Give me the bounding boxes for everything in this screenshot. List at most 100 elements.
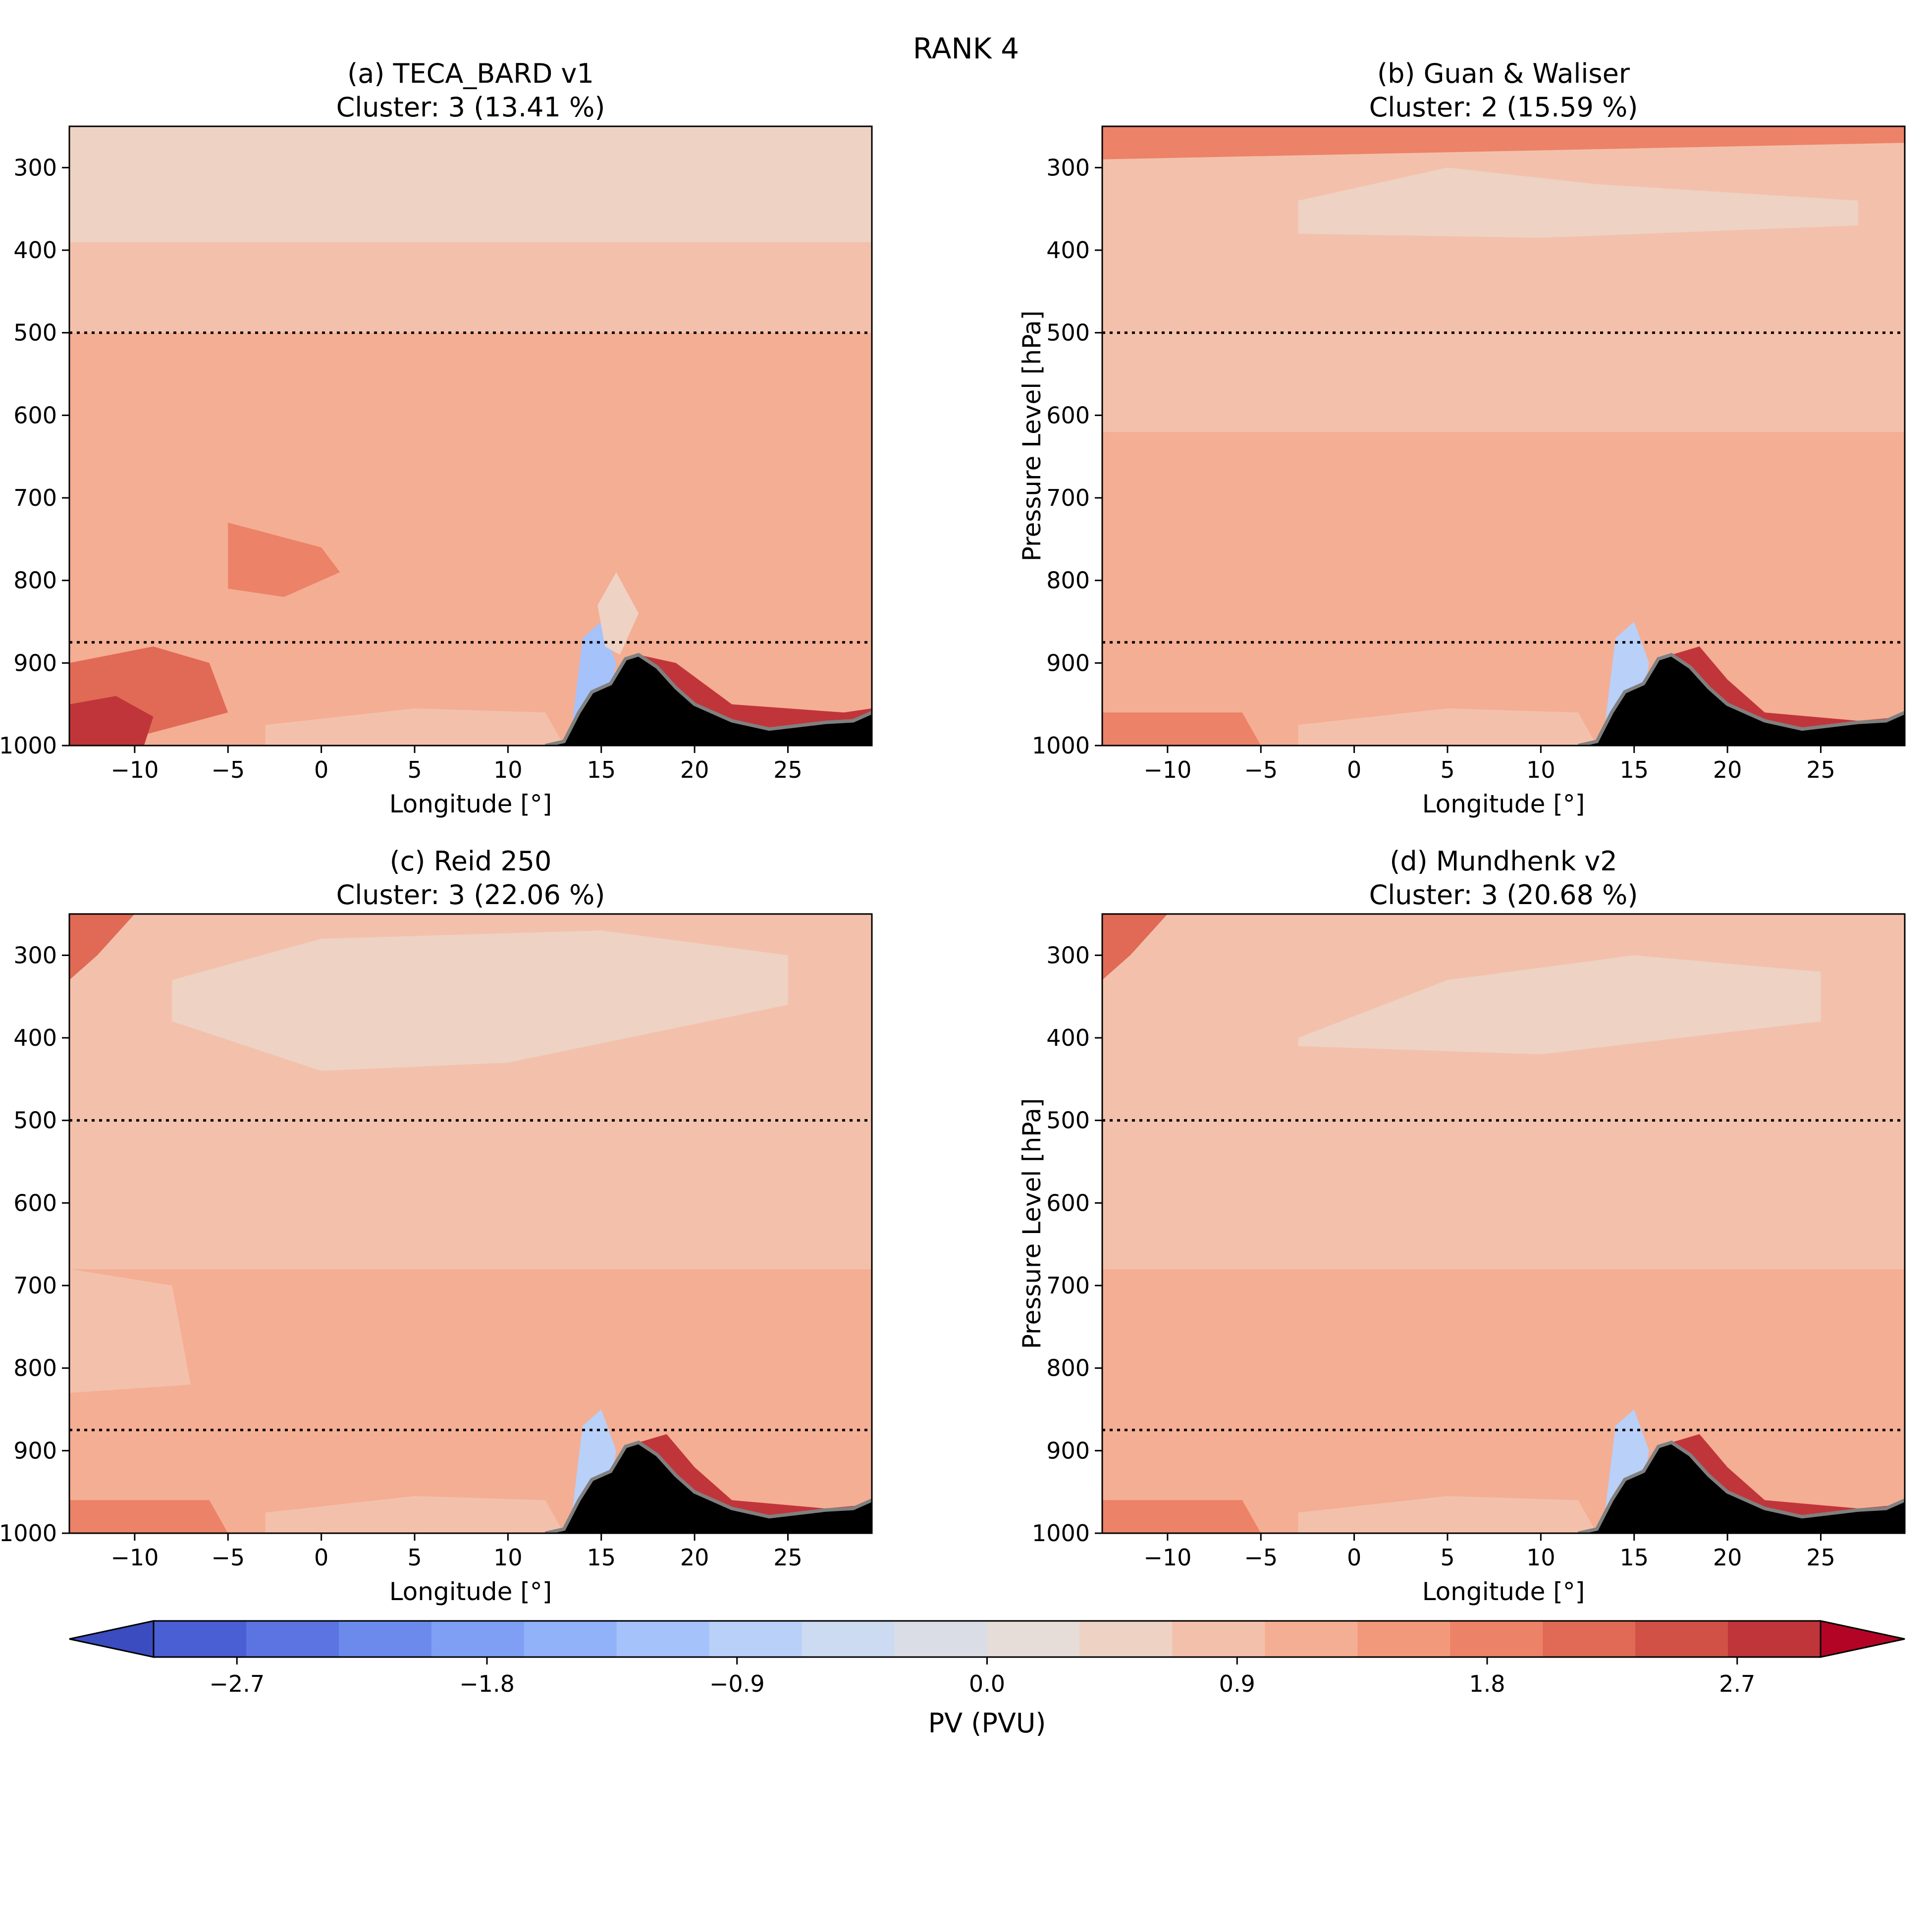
y-tick-label: 400 (13, 1024, 57, 1051)
panels: −10 −5 0 5 10 15 20 25 300 400 500 600 700 800 900 1000… (0, 58, 1906, 1606)
pv-region (1102, 712, 1261, 746)
y-tick-label: 600 (13, 402, 57, 429)
pv-region (69, 1269, 191, 1393)
y-tick-label: 800 (1046, 567, 1090, 594)
x-tick-label: 10 (493, 1544, 523, 1571)
axes-frame (1101, 125, 1906, 747)
y-tick-label: 800 (13, 567, 57, 594)
y-tick-label: 1000 (0, 732, 57, 759)
x-axis-label: Longitude [°] (1422, 1577, 1585, 1606)
y-tick-label: 900 (13, 1437, 57, 1464)
colorbar-under-arrow (69, 1620, 155, 1658)
x-tick-label: −10 (110, 1544, 159, 1571)
y-axis-label: Pressure Level [hPa] (1018, 1098, 1046, 1349)
panel-d: −10 −5 0 5 10 15 20 25 300 400 500 600 700 800 900 1000… (1018, 846, 1906, 1606)
y-tick-label: 800 (1046, 1355, 1090, 1382)
pv-region (265, 708, 564, 746)
y-tick-label: 500 (13, 1107, 57, 1134)
y-tick-label: 1000 (1032, 1520, 1090, 1547)
x-tick-label: 10 (493, 756, 523, 783)
panel-subtitle: Cluster: 2 (15.59 %) (1369, 92, 1638, 123)
x-tick-label: 25 (1806, 1544, 1835, 1571)
x-tick-label: 0 (314, 756, 328, 783)
terrain-outline (1577, 652, 1905, 746)
pv-band (1102, 914, 1905, 1269)
y-tick-label: 700 (1046, 1272, 1090, 1299)
y-tick-label: 400 (1046, 237, 1090, 264)
panel-b: −10 −5 0 5 10 15 20 25 300 400 500 600 700 800 900 1000… (1018, 58, 1906, 818)
y-tick-label: 600 (13, 1189, 57, 1216)
colorbar-tick-label: −0.9 (709, 1670, 765, 1697)
x-axis-label: Longitude [°] (1422, 790, 1585, 818)
y-tick-label: 900 (1046, 1437, 1090, 1464)
colorbar-segment (1172, 1621, 1265, 1657)
colorbar-segment (1357, 1621, 1450, 1657)
panel-subtitle: Cluster: 3 (13.41 %) (336, 92, 605, 123)
pv-region (69, 914, 135, 980)
pv-band (69, 242, 872, 333)
colorbar-tick-label: −1.8 (459, 1670, 515, 1697)
terrain (1102, 654, 1905, 746)
panel-subtitle: Cluster: 3 (22.06 %) (336, 879, 605, 911)
pv-field (1102, 914, 1905, 1533)
colorbar-over-arrow (1820, 1620, 1905, 1658)
x-tick-label: −5 (211, 1544, 245, 1571)
colorbar-segment (154, 1621, 247, 1657)
colorbar-segment (1450, 1621, 1543, 1657)
x-tick-label: 15 (1619, 756, 1649, 783)
terrain (69, 1442, 872, 1533)
colorbar-segment (246, 1621, 339, 1657)
y-tick-label: 500 (13, 320, 57, 346)
axes-frame (68, 913, 873, 1534)
x-tick-label: 20 (680, 756, 709, 783)
colorbar: −2.7 −1.8 −0.9 0.0 0.9 1.8 2.7 PV (PVU) (69, 1620, 1905, 1739)
terrain-outline (544, 1440, 872, 1533)
x-tick-label: 20 (680, 1544, 709, 1571)
panel-subtitle: Cluster: 3 (20.68 %) (1369, 879, 1638, 911)
colorbar-tick-label: 0.0 (969, 1670, 1005, 1697)
colorbar-segment (802, 1621, 895, 1657)
panel-title: (d) Mundhenk v2 (1390, 846, 1617, 877)
y-tick-label: 400 (13, 237, 57, 264)
x-tick-label: 15 (587, 1544, 616, 1571)
y-axis-label: Pressure Level [hPa] (1018, 311, 1046, 562)
colorbar-segment (338, 1621, 432, 1657)
pv-band (1102, 1269, 1905, 1533)
x-tick-label: −10 (1143, 756, 1191, 783)
y-tick-label: 700 (1046, 484, 1090, 511)
pv-region (69, 696, 154, 746)
x-tick-label: −5 (211, 756, 245, 783)
y-tick-label: 500 (1046, 320, 1090, 346)
x-tick-label: −5 (1244, 756, 1278, 783)
x-tick-label: 10 (1526, 1544, 1556, 1571)
terrain (69, 654, 872, 746)
colorbar-tick-label: 2.7 (1719, 1670, 1755, 1697)
colorbar-tick-label: −2.7 (209, 1670, 265, 1697)
x-tick-label: 25 (1806, 756, 1835, 783)
colorbar-segment (1079, 1621, 1173, 1657)
pv-region (172, 930, 788, 1071)
colorbar-segment (524, 1621, 617, 1657)
y-tick-label: 1000 (0, 1520, 57, 1547)
pv-field (69, 126, 872, 746)
pv-band (69, 1269, 872, 1533)
colorbar-tick-label: 1.8 (1469, 1670, 1505, 1697)
colorbar-segment (616, 1621, 710, 1657)
terrain-outline (1577, 1440, 1905, 1533)
colorbar-segment (1635, 1621, 1728, 1657)
y-tick-label: 500 (1046, 1107, 1090, 1134)
x-tick-label: −10 (1143, 1544, 1191, 1571)
terrain-outline (544, 652, 872, 746)
panel-c: −10 −5 0 5 10 15 20 25 300 400 500 600 700 800 900 1000… (0, 846, 873, 1606)
pv-region (597, 572, 639, 655)
x-tick-label: 5 (1440, 1544, 1454, 1571)
pv-region (1102, 1500, 1261, 1533)
panel-title: (a) TECA_BARD v1 (347, 58, 594, 89)
x-tick-label: 25 (773, 756, 803, 783)
y-tick-label: 300 (1046, 942, 1090, 968)
y-tick-label: 900 (13, 649, 57, 676)
colorbar-segment (894, 1621, 988, 1657)
y-tick-label: 800 (13, 1355, 57, 1382)
pv-region (265, 1496, 564, 1533)
pv-region (69, 1500, 228, 1533)
